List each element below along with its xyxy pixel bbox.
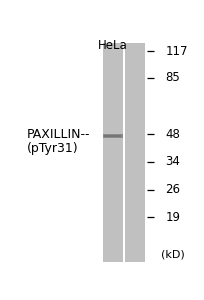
Text: (kD): (kD)	[161, 249, 184, 259]
Bar	[102, 43, 122, 262]
Text: 19: 19	[165, 211, 180, 224]
Bar	[104, 135, 120, 137]
Text: HeLa: HeLa	[97, 40, 127, 52]
Text: 48: 48	[165, 128, 180, 141]
Bar	[102, 134, 122, 138]
Text: (pTyr31): (pTyr31)	[27, 142, 79, 154]
Text: 34: 34	[165, 155, 180, 168]
Text: 117: 117	[165, 44, 187, 58]
Bar	[124, 43, 144, 262]
Text: 85: 85	[165, 71, 179, 84]
Text: PAXILLIN--: PAXILLIN--	[27, 128, 90, 141]
Text: 26: 26	[165, 183, 180, 196]
